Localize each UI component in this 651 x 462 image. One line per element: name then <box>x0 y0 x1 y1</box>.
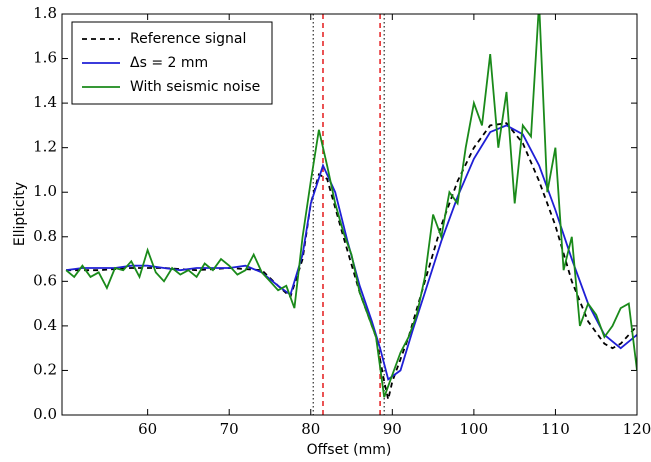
y-tick-label: 1.4 <box>33 93 57 111</box>
x-tick-label: 80 <box>301 420 320 438</box>
y-axis-label: Ellipticity <box>12 182 28 246</box>
legend: Reference signal Δs = 2 mm With seismic no… <box>71 21 273 105</box>
legend-label: With seismic noise <box>130 79 260 95</box>
y-tick-label: 0.6 <box>33 271 57 289</box>
x-axis-label: Offset (mm) <box>307 442 392 458</box>
x-tick-label: 100 <box>460 420 489 438</box>
x-tick-label: 90 <box>383 420 402 438</box>
y-tick-label: 1.6 <box>33 49 57 67</box>
y-tick-label: 1.2 <box>33 138 57 156</box>
series-line <box>66 122 637 400</box>
y-tick-label: 0.0 <box>33 405 57 423</box>
x-tick-label: 120 <box>623 420 651 438</box>
plot-frame <box>61 13 638 416</box>
x-tick-label: 70 <box>220 420 239 438</box>
y-tick-label: 1.0 <box>33 182 57 200</box>
x-tick-label: 110 <box>541 420 570 438</box>
legend-label: Reference signal <box>130 31 246 47</box>
y-tick-label: 0.4 <box>33 316 57 334</box>
plot-area <box>65 14 637 415</box>
x-tick-label: 60 <box>138 420 157 438</box>
y-tick-label: 0.8 <box>33 227 57 245</box>
y-tick-label: 1.8 <box>33 4 57 22</box>
legend-label: Δs = 2 mm <box>130 55 208 71</box>
y-tick-label: 0.2 <box>33 360 57 378</box>
series-line <box>65 14 637 398</box>
